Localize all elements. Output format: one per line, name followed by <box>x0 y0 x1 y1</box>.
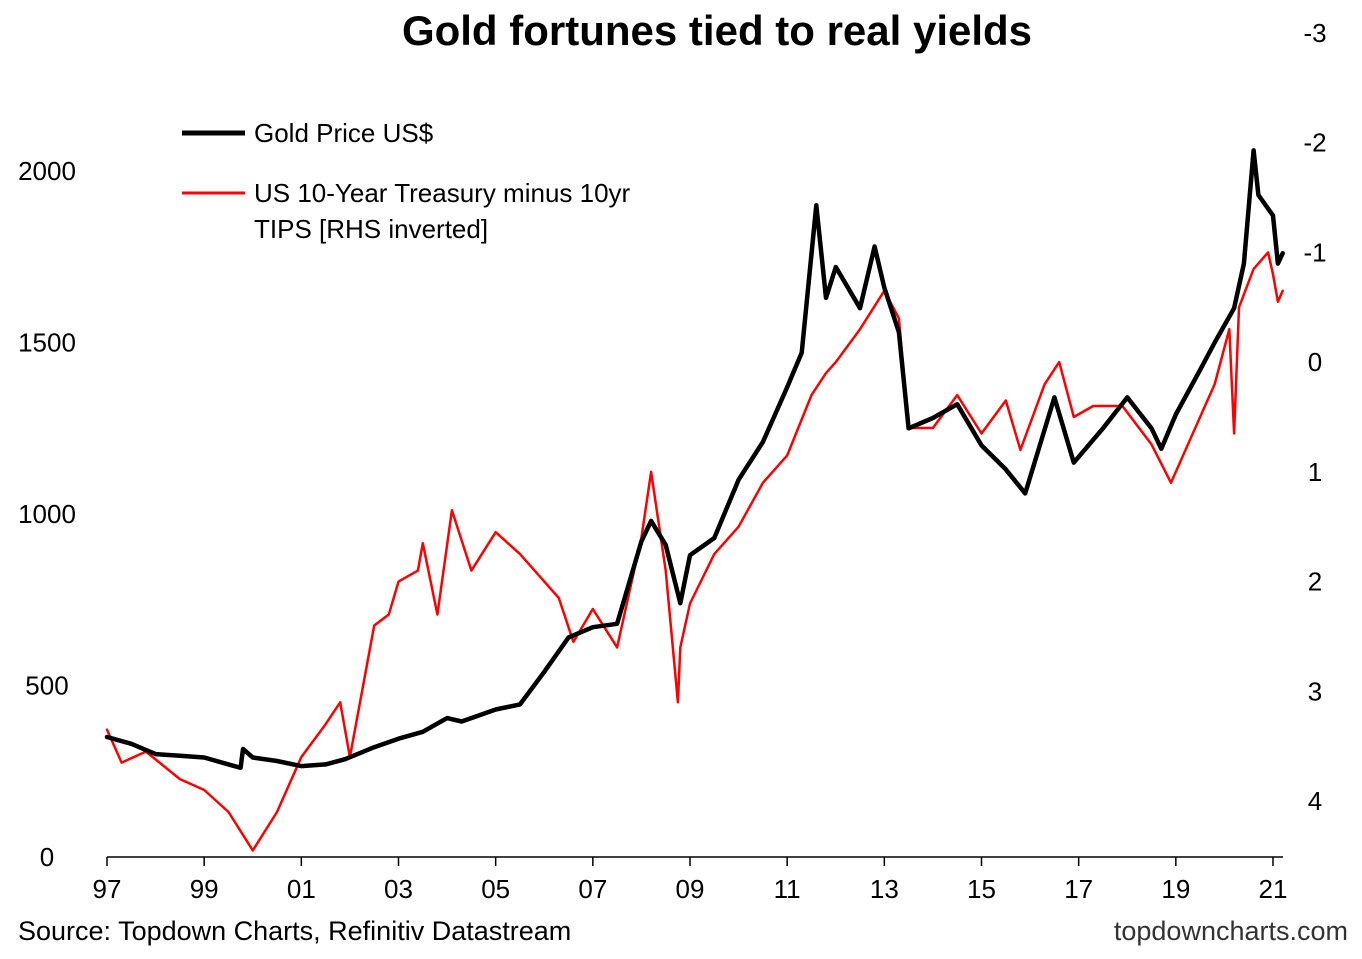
source-note: Source: Topdown Charts, Refinitiv Datast… <box>18 916 572 946</box>
x-tick-label: 19 <box>1161 874 1190 904</box>
legend-label-real-yield: US 10-Year Treasury minus 10yr TIPS [RHS… <box>254 178 637 244</box>
right-tick-label: 1 <box>1308 457 1322 487</box>
left-tick-label: 1500 <box>18 328 76 358</box>
series-line-real-yield <box>105 251 1284 852</box>
x-tick-label: 05 <box>481 874 510 904</box>
chart-title: Gold fortunes tied to real yields <box>402 7 1032 54</box>
legend: Gold Price US$ US 10-Year Treasury minus… <box>182 118 637 244</box>
brand-url: topdowncharts.com <box>1113 916 1348 946</box>
x-tick-label: 09 <box>676 874 705 904</box>
x-tick-label: 97 <box>93 874 122 904</box>
x-axis-ticks: 97 99 01 03 05 07 09 11 13 15 17 19 21 <box>93 857 1288 904</box>
x-tick-label: 01 <box>287 874 316 904</box>
left-tick-label: 2000 <box>18 156 76 186</box>
x-tick-label: 17 <box>1064 874 1093 904</box>
legend-label-real-yield-line1: US 10-Year Treasury minus 10yr <box>254 178 631 208</box>
x-tick-label: 03 <box>384 874 413 904</box>
legend-label-real-yield-line2: TIPS [RHS inverted] <box>254 214 488 244</box>
left-axis-ticks: 0 500 1000 1500 2000 <box>18 156 76 872</box>
right-tick-label: 2 <box>1308 567 1322 597</box>
left-tick-label: 1000 <box>18 499 76 529</box>
right-axis-ticks: -3 -2 -1 0 1 2 3 4 <box>1303 18 1326 816</box>
right-tick-label: -2 <box>1303 128 1326 158</box>
right-tick-label: 3 <box>1308 676 1322 706</box>
x-tick-label: 13 <box>870 874 899 904</box>
right-tick-label: 4 <box>1308 786 1322 816</box>
right-tick-label: 0 <box>1308 347 1322 377</box>
legend-label-gold: Gold Price US$ <box>254 118 434 148</box>
left-tick-label: 500 <box>25 671 68 701</box>
series-layer <box>104 148 1285 852</box>
x-tick-label: 21 <box>1259 874 1288 904</box>
left-tick-label: 0 <box>40 842 54 872</box>
right-tick-label: -3 <box>1303 18 1326 48</box>
x-tick-label: 07 <box>578 874 607 904</box>
x-tick-label: 15 <box>967 874 996 904</box>
x-tick-label: 99 <box>190 874 219 904</box>
right-tick-label: -1 <box>1303 237 1326 267</box>
series-line-gold <box>104 148 1285 771</box>
x-tick-label: 11 <box>774 874 801 904</box>
x-axis: 97 99 01 03 05 07 09 11 13 15 17 19 21 <box>93 856 1288 904</box>
